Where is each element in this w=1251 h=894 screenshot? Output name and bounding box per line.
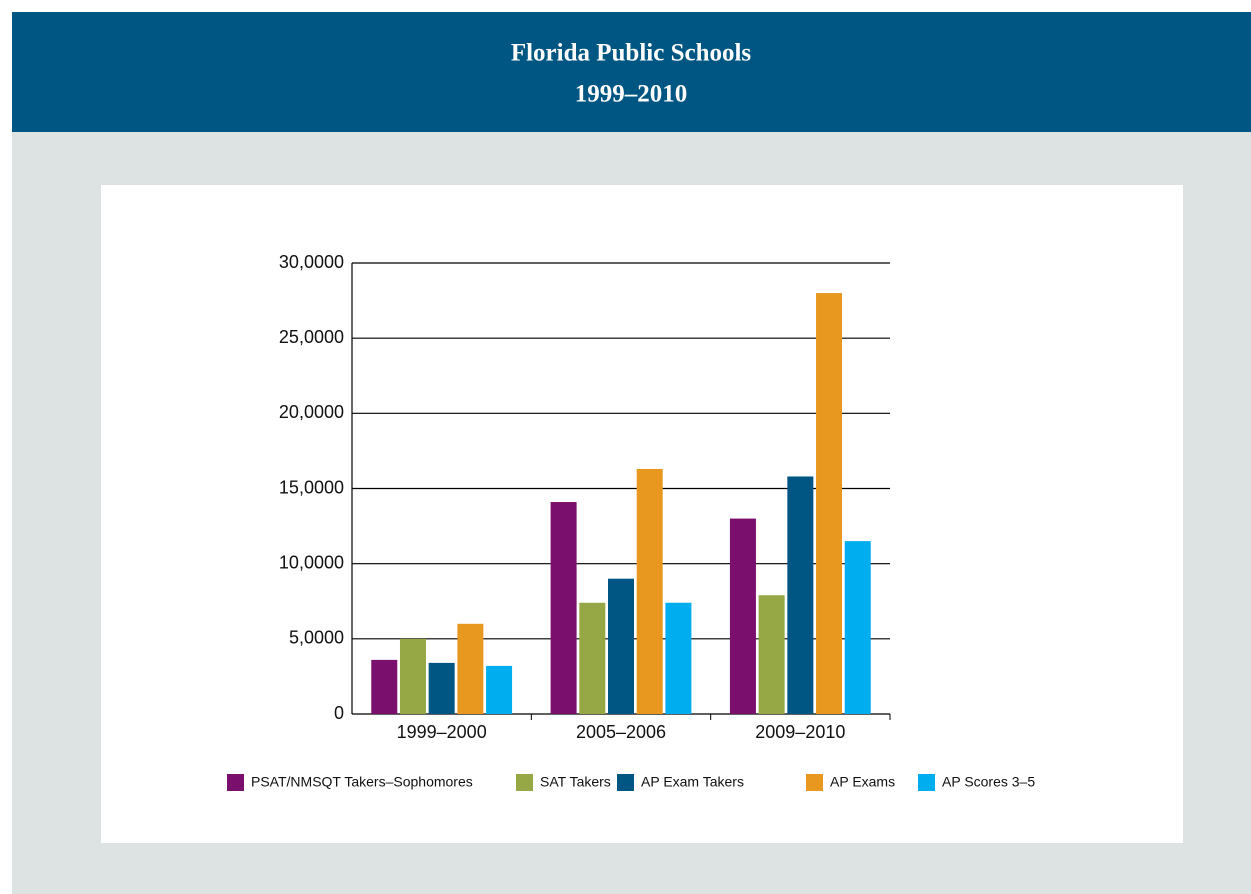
legend-swatch — [617, 774, 634, 791]
header-band — [12, 12, 1251, 132]
bar — [844, 541, 871, 714]
bar — [816, 293, 843, 714]
x-tick-label: 2009–2010 — [755, 722, 845, 742]
y-tick-label: 5,0000 — [289, 628, 344, 648]
bar — [486, 665, 513, 714]
y-tick-label: 15,0000 — [279, 477, 344, 497]
bar — [729, 518, 756, 714]
x-tick-label: 1999–2000 — [397, 722, 487, 742]
bar — [787, 476, 814, 714]
bar — [428, 662, 455, 714]
bar — [579, 602, 606, 714]
bar — [758, 595, 785, 714]
bar — [665, 602, 692, 714]
legend-swatch — [918, 774, 935, 791]
legend-swatch — [516, 774, 533, 791]
bar — [399, 638, 426, 714]
chart-subtitle: 1999–2010 — [575, 81, 688, 108]
bar — [550, 502, 577, 714]
bar — [371, 659, 398, 714]
y-tick-label: 30,0000 — [279, 252, 344, 272]
y-tick-label: 0 — [334, 703, 344, 723]
x-tick-label: 2005–2006 — [576, 722, 666, 742]
legend-swatch — [227, 774, 244, 791]
legend-swatch — [806, 774, 823, 791]
legend-label: AP Exam Takers — [641, 774, 744, 790]
legend-label: PSAT/NMSQT Takers–Sophomores — [251, 774, 473, 790]
bar — [608, 578, 634, 714]
bar — [636, 468, 663, 714]
legend-label: AP Exams — [830, 774, 895, 790]
y-tick-label: 20,0000 — [279, 402, 344, 422]
chart-title: Florida Public Schools — [511, 40, 752, 67]
bar — [457, 623, 484, 714]
y-tick-label: 10,0000 — [279, 552, 344, 572]
y-tick-label: 25,0000 — [279, 327, 344, 347]
legend-label: AP Scores 3–5 — [942, 774, 1035, 790]
legend-label: SAT Takers — [540, 774, 611, 790]
